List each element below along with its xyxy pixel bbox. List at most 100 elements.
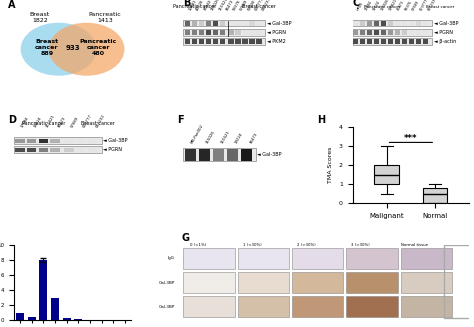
Text: 115026: 115026 <box>210 0 221 11</box>
Text: 36473: 36473 <box>249 132 258 145</box>
Bar <box>206 30 211 35</box>
Bar <box>212 30 219 35</box>
PathPatch shape <box>374 165 399 184</box>
Text: IgG: IgG <box>168 256 175 260</box>
Bar <box>360 39 365 44</box>
Text: ◄ Gal-3BP: ◄ Gal-3BP <box>434 21 459 26</box>
Bar <box>394 30 401 35</box>
Text: ◄ β-actin: ◄ β-actin <box>434 39 456 44</box>
Text: 2 (>30%): 2 (>30%) <box>297 243 316 247</box>
Text: 93376: 93376 <box>404 0 413 11</box>
Bar <box>184 39 191 44</box>
Bar <box>401 296 452 318</box>
Bar <box>14 137 102 144</box>
Ellipse shape <box>49 23 125 76</box>
Bar <box>388 39 393 44</box>
Bar <box>292 296 344 318</box>
Bar <box>64 148 74 152</box>
Text: ◄ PGRN: ◄ PGRN <box>103 147 122 152</box>
Text: Breast
1822: Breast 1822 <box>30 12 50 23</box>
Bar <box>416 30 421 35</box>
Bar <box>346 272 398 293</box>
PathPatch shape <box>423 188 447 203</box>
Bar <box>212 149 224 161</box>
Bar <box>74 319 82 320</box>
Text: 000777: 000777 <box>82 114 93 129</box>
Bar <box>16 313 24 320</box>
Bar <box>423 39 428 44</box>
Text: 1 (<30%): 1 (<30%) <box>243 243 261 247</box>
Bar <box>374 39 379 44</box>
Text: 40826: 40826 <box>195 0 205 11</box>
Bar <box>27 317 36 320</box>
Bar <box>184 21 191 26</box>
Text: 067233: 067233 <box>428 0 438 11</box>
Bar <box>242 21 247 26</box>
Bar <box>206 39 211 44</box>
Bar <box>27 148 36 152</box>
Text: 57689: 57689 <box>70 116 80 129</box>
Bar <box>381 21 386 26</box>
Bar <box>353 30 358 35</box>
Text: B: B <box>183 0 191 8</box>
Bar <box>183 20 265 26</box>
Text: 0 (<1%): 0 (<1%) <box>190 243 206 247</box>
Bar <box>227 149 238 161</box>
Bar <box>256 21 262 26</box>
Bar <box>212 39 219 44</box>
Bar <box>235 30 241 35</box>
Bar <box>212 21 219 26</box>
Bar <box>346 248 398 269</box>
Bar <box>199 21 204 26</box>
Bar <box>381 39 386 44</box>
Bar <box>353 21 358 26</box>
Bar <box>39 260 47 320</box>
Text: ◄ PGRN: ◄ PGRN <box>434 30 453 35</box>
Text: Gal-3BP: Gal-3BP <box>158 281 175 284</box>
Bar <box>353 29 432 36</box>
Bar <box>191 30 197 35</box>
Bar <box>388 21 393 26</box>
Bar <box>353 38 432 45</box>
Bar <box>76 148 85 152</box>
Bar <box>416 39 421 44</box>
Bar <box>409 30 414 35</box>
Text: Gal-3BP: Gal-3BP <box>158 305 175 309</box>
Bar <box>228 30 234 35</box>
Y-axis label: TMA Scores: TMA Scores <box>328 147 333 183</box>
Bar <box>241 149 252 161</box>
Bar <box>242 39 247 44</box>
Text: 17884: 17884 <box>364 0 373 11</box>
Text: 36473: 36473 <box>225 0 235 11</box>
Bar <box>256 30 262 35</box>
Text: 000777: 000777 <box>254 0 265 11</box>
Bar <box>191 21 197 26</box>
Text: F: F <box>178 115 184 126</box>
Bar <box>401 248 452 269</box>
Text: 110621: 110621 <box>218 0 228 11</box>
Bar <box>199 149 210 161</box>
Text: HPDE: HPDE <box>356 1 365 11</box>
Bar <box>235 39 241 44</box>
Text: Pancreatic cancer: Pancreatic cancer <box>173 4 217 9</box>
Bar <box>292 272 344 293</box>
Bar <box>88 139 97 143</box>
Text: Pancreatic
1413: Pancreatic 1413 <box>89 12 122 23</box>
Text: ◄ Gal-3BP: ◄ Gal-3BP <box>103 138 128 143</box>
Bar <box>374 30 379 35</box>
Bar <box>366 30 373 35</box>
Bar <box>184 149 196 161</box>
Bar <box>88 148 97 152</box>
Text: Breast cancer: Breast cancer <box>426 5 454 9</box>
Text: G: G <box>182 233 190 243</box>
Bar <box>292 248 344 269</box>
Bar <box>366 39 373 44</box>
Bar <box>76 139 85 143</box>
Text: 110621: 110621 <box>45 114 56 129</box>
Bar <box>394 39 401 44</box>
Bar <box>183 248 235 269</box>
Text: 067233: 067233 <box>262 0 273 11</box>
Bar <box>238 248 289 269</box>
Bar <box>64 139 74 143</box>
Bar <box>242 30 247 35</box>
